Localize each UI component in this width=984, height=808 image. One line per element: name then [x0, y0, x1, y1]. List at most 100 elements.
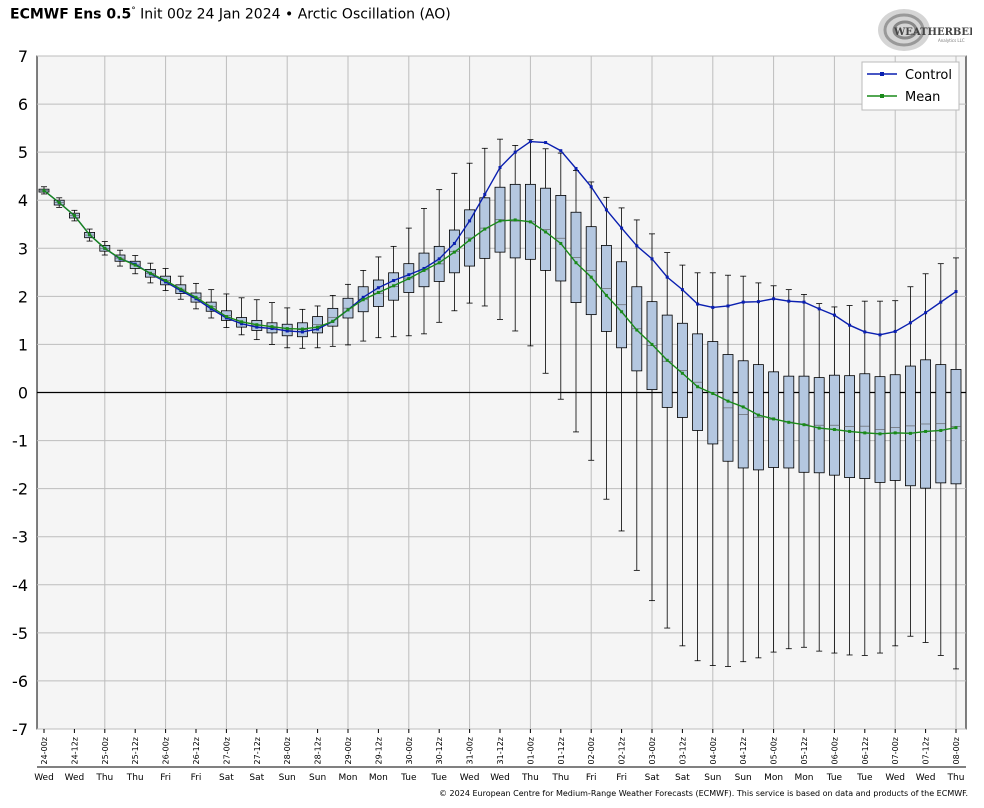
mean-point [528, 220, 532, 224]
x-day-label: Fri [586, 773, 597, 783]
control-point [483, 192, 487, 196]
x-day-label: Thu [95, 773, 113, 783]
y-tick-label: 0 [18, 384, 28, 403]
mean-point [954, 426, 958, 430]
ensemble-box [889, 300, 901, 647]
mean-point [878, 432, 882, 436]
control-point [832, 313, 836, 317]
mean-point [270, 325, 274, 329]
x-day-label: Wed [65, 773, 85, 783]
y-tick-label: 4 [18, 191, 28, 210]
ensemble-box [342, 283, 354, 346]
control-point [665, 275, 669, 279]
control-point [452, 241, 456, 245]
x-day-label: Mon [795, 773, 814, 783]
mean-point [452, 250, 456, 254]
mean-point [696, 385, 700, 389]
grid [37, 55, 966, 730]
ensemble-box [555, 152, 567, 400]
mean-point [194, 295, 198, 299]
init-time: Init 00z 24 Jan 2024 [140, 6, 281, 23]
x-tick-label: 29-00z [344, 737, 353, 764]
mean-point [863, 431, 867, 435]
control-point [604, 208, 608, 212]
x-day-label: Tue [400, 773, 417, 783]
resolution-degree: ° [131, 6, 136, 16]
control-point [878, 333, 882, 337]
x-day-label: Wed [490, 773, 510, 783]
mean-point [924, 429, 928, 433]
y-tick-label: 7 [18, 47, 28, 66]
x-tick-label: 24-12z [70, 737, 79, 764]
mean-point [589, 275, 593, 279]
y-tick-label: -4 [12, 576, 28, 595]
control-point [711, 305, 715, 309]
x-day-label: Fri [191, 773, 202, 783]
x-axis-ticks: 24-00z Wed 24-12z Wed 25-00z Thu 25-12z Thu 26-0… [34, 729, 966, 783]
mean-point [331, 319, 335, 323]
y-tick-label: -2 [12, 480, 28, 499]
mean-point [680, 371, 684, 375]
x-day-label: Sat [675, 773, 690, 783]
mean-point [756, 413, 760, 417]
control-point [589, 185, 593, 189]
y-tick-label: 3 [18, 239, 28, 258]
control-point [726, 304, 730, 308]
mean-point [361, 298, 365, 302]
control-point [772, 297, 776, 301]
control-point [635, 244, 639, 248]
x-day-label: Thu [126, 773, 144, 783]
chart-title: ECMWF Ens 0.5° Init 00z 24 Jan 2024 • Ar… [10, 6, 451, 23]
ensemble-box [616, 207, 627, 532]
x-day-label: Sat [219, 773, 234, 783]
mean-point [103, 246, 107, 250]
control-point [255, 325, 259, 329]
x-day-label: Fri [616, 773, 627, 783]
mean-point [468, 238, 472, 242]
x-tick-label: 26-00z [162, 737, 171, 764]
ensemble-box [813, 303, 825, 652]
x-day-label: Sun [704, 773, 721, 783]
mean-point [483, 227, 487, 231]
x-tick-label: 04-00z [709, 737, 718, 764]
x-tick-label: 06-12z [861, 737, 870, 764]
x-day-label: Thu [521, 773, 539, 783]
x-tick-label: 31-00z [466, 737, 475, 764]
ensemble-box [722, 274, 734, 667]
control-point [863, 330, 867, 334]
svg-text:Analytics LLC: Analytics LLC [938, 38, 965, 43]
legend-control-label: Control [905, 68, 952, 83]
ensemble-box [737, 275, 749, 663]
control-point [802, 300, 806, 304]
x-tick-label: 01-12z [557, 737, 566, 764]
x-tick-label: 02-12z [618, 737, 627, 764]
x-tick-label: 29-12z [374, 737, 383, 764]
x-tick-label: 28-12z [314, 737, 323, 764]
mean-point [407, 277, 411, 281]
mean-point [88, 233, 92, 237]
mean-point [635, 328, 639, 332]
y-tick-label: 5 [18, 143, 28, 162]
control-point [285, 329, 289, 333]
legend-mean-label: Mean [905, 90, 940, 105]
x-tick-label: 07-12z [922, 737, 931, 764]
control-point [848, 323, 852, 327]
ensemble-box [859, 300, 871, 656]
mean-point [574, 261, 578, 265]
x-tick-label: 31-12z [496, 737, 505, 764]
y-tick-label: -3 [12, 528, 28, 547]
control-point [316, 327, 320, 331]
control-point [650, 257, 654, 261]
title-separator: • [284, 6, 294, 23]
ensemble-box [829, 306, 840, 654]
control-point [270, 327, 274, 331]
x-tick-label: 03-00z [648, 737, 657, 764]
model-name: ECMWF Ens 0.5 [10, 6, 132, 23]
mean-point [848, 429, 852, 433]
mean-point [665, 358, 669, 362]
control-point [513, 150, 517, 154]
x-day-label: Tue [826, 773, 843, 783]
y-tick-label: -5 [12, 624, 28, 643]
control-point [407, 273, 411, 277]
